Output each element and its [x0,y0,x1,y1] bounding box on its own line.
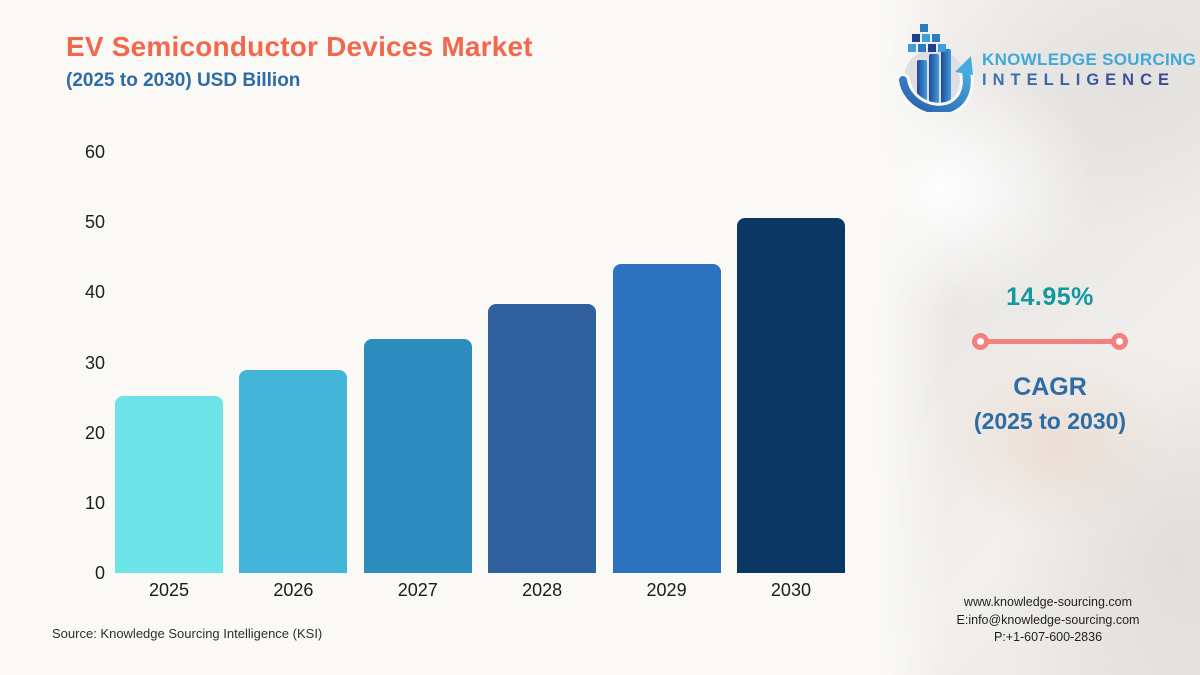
contact-block: www.knowledge-sourcing.com E:info@knowle… [896,594,1200,647]
y-tick-20: 20 [84,422,105,443]
cagr-label: CAGR [1013,373,1087,401]
plot-area [115,152,845,573]
cagr-value: 14.95% [1006,283,1094,311]
x-axis-labels: 2025 2026 2027 2028 2029 2030 [115,580,845,601]
cagr-block: 14.95% CAGR (2025 to 2030) [900,283,1200,435]
x-label-2026: 2026 [273,580,314,600]
y-tick-40: 40 [84,282,105,303]
contact-phone: P:+1-607-600-2836 [993,630,1103,644]
y-tick-10: 10 [84,492,105,513]
logo-name-bottom: INTELLIGENCE [982,70,1196,91]
contact-email: E:info@knowledge-sourcing.com [956,612,1140,627]
cagr-sublabel: (2025 to 2030) [973,408,1127,434]
x-label-2030: 2030 [770,580,811,600]
logo-name-top: KNOWLEDGE SOURCING [982,49,1197,69]
source-note: Source: Knowledge Sourcing Intelligence … [52,626,323,641]
right-photo-panel [878,0,1200,675]
bar-slot-2027 [363,152,472,573]
connector-right-dot-icon [1111,333,1128,350]
logo-globe-icon [896,22,974,117]
bar-slot-2030 [736,152,845,573]
contact-website: www.knowledge-sourcing.com [963,595,1133,609]
page-subtitle: (2025 to 2030) USD Billion [66,70,301,91]
y-tick-50: 50 [84,212,105,233]
connector-left-dot-icon [972,333,989,350]
bar-2028 [488,304,597,573]
bar-slot-2028 [488,152,597,573]
page-title: EV Semiconductor Devices Market [66,31,533,62]
x-label-2025: 2025 [148,580,190,600]
connector-line [988,339,1112,344]
bar-chart: 0 10 20 30 40 50 60 2025 2026 2027 2028 2029 2030 [52,140,852,610]
logo-text: KNOWLEDGE SOURCING INTELLIGENCE [982,49,1196,91]
bar-slot-2029 [612,152,721,573]
bar-2029 [612,264,721,573]
bar-2025 [115,396,223,573]
y-tick-0: 0 [94,563,105,583]
x-label-2029: 2029 [646,580,687,600]
y-tick-60: 60 [84,142,105,162]
bar-slot-2026 [239,152,348,573]
bar-slot-2025 [115,152,223,573]
y-tick-30: 30 [84,352,105,373]
x-label-2027: 2027 [397,580,438,600]
cagr-connector-line [972,333,1128,350]
bar-2027 [363,339,472,573]
company-logo: KNOWLEDGE SOURCING INTELLIGENCE [896,22,1196,117]
bar-2026 [239,369,348,573]
x-label-2028: 2028 [522,580,563,600]
bar-2030 [736,217,845,573]
